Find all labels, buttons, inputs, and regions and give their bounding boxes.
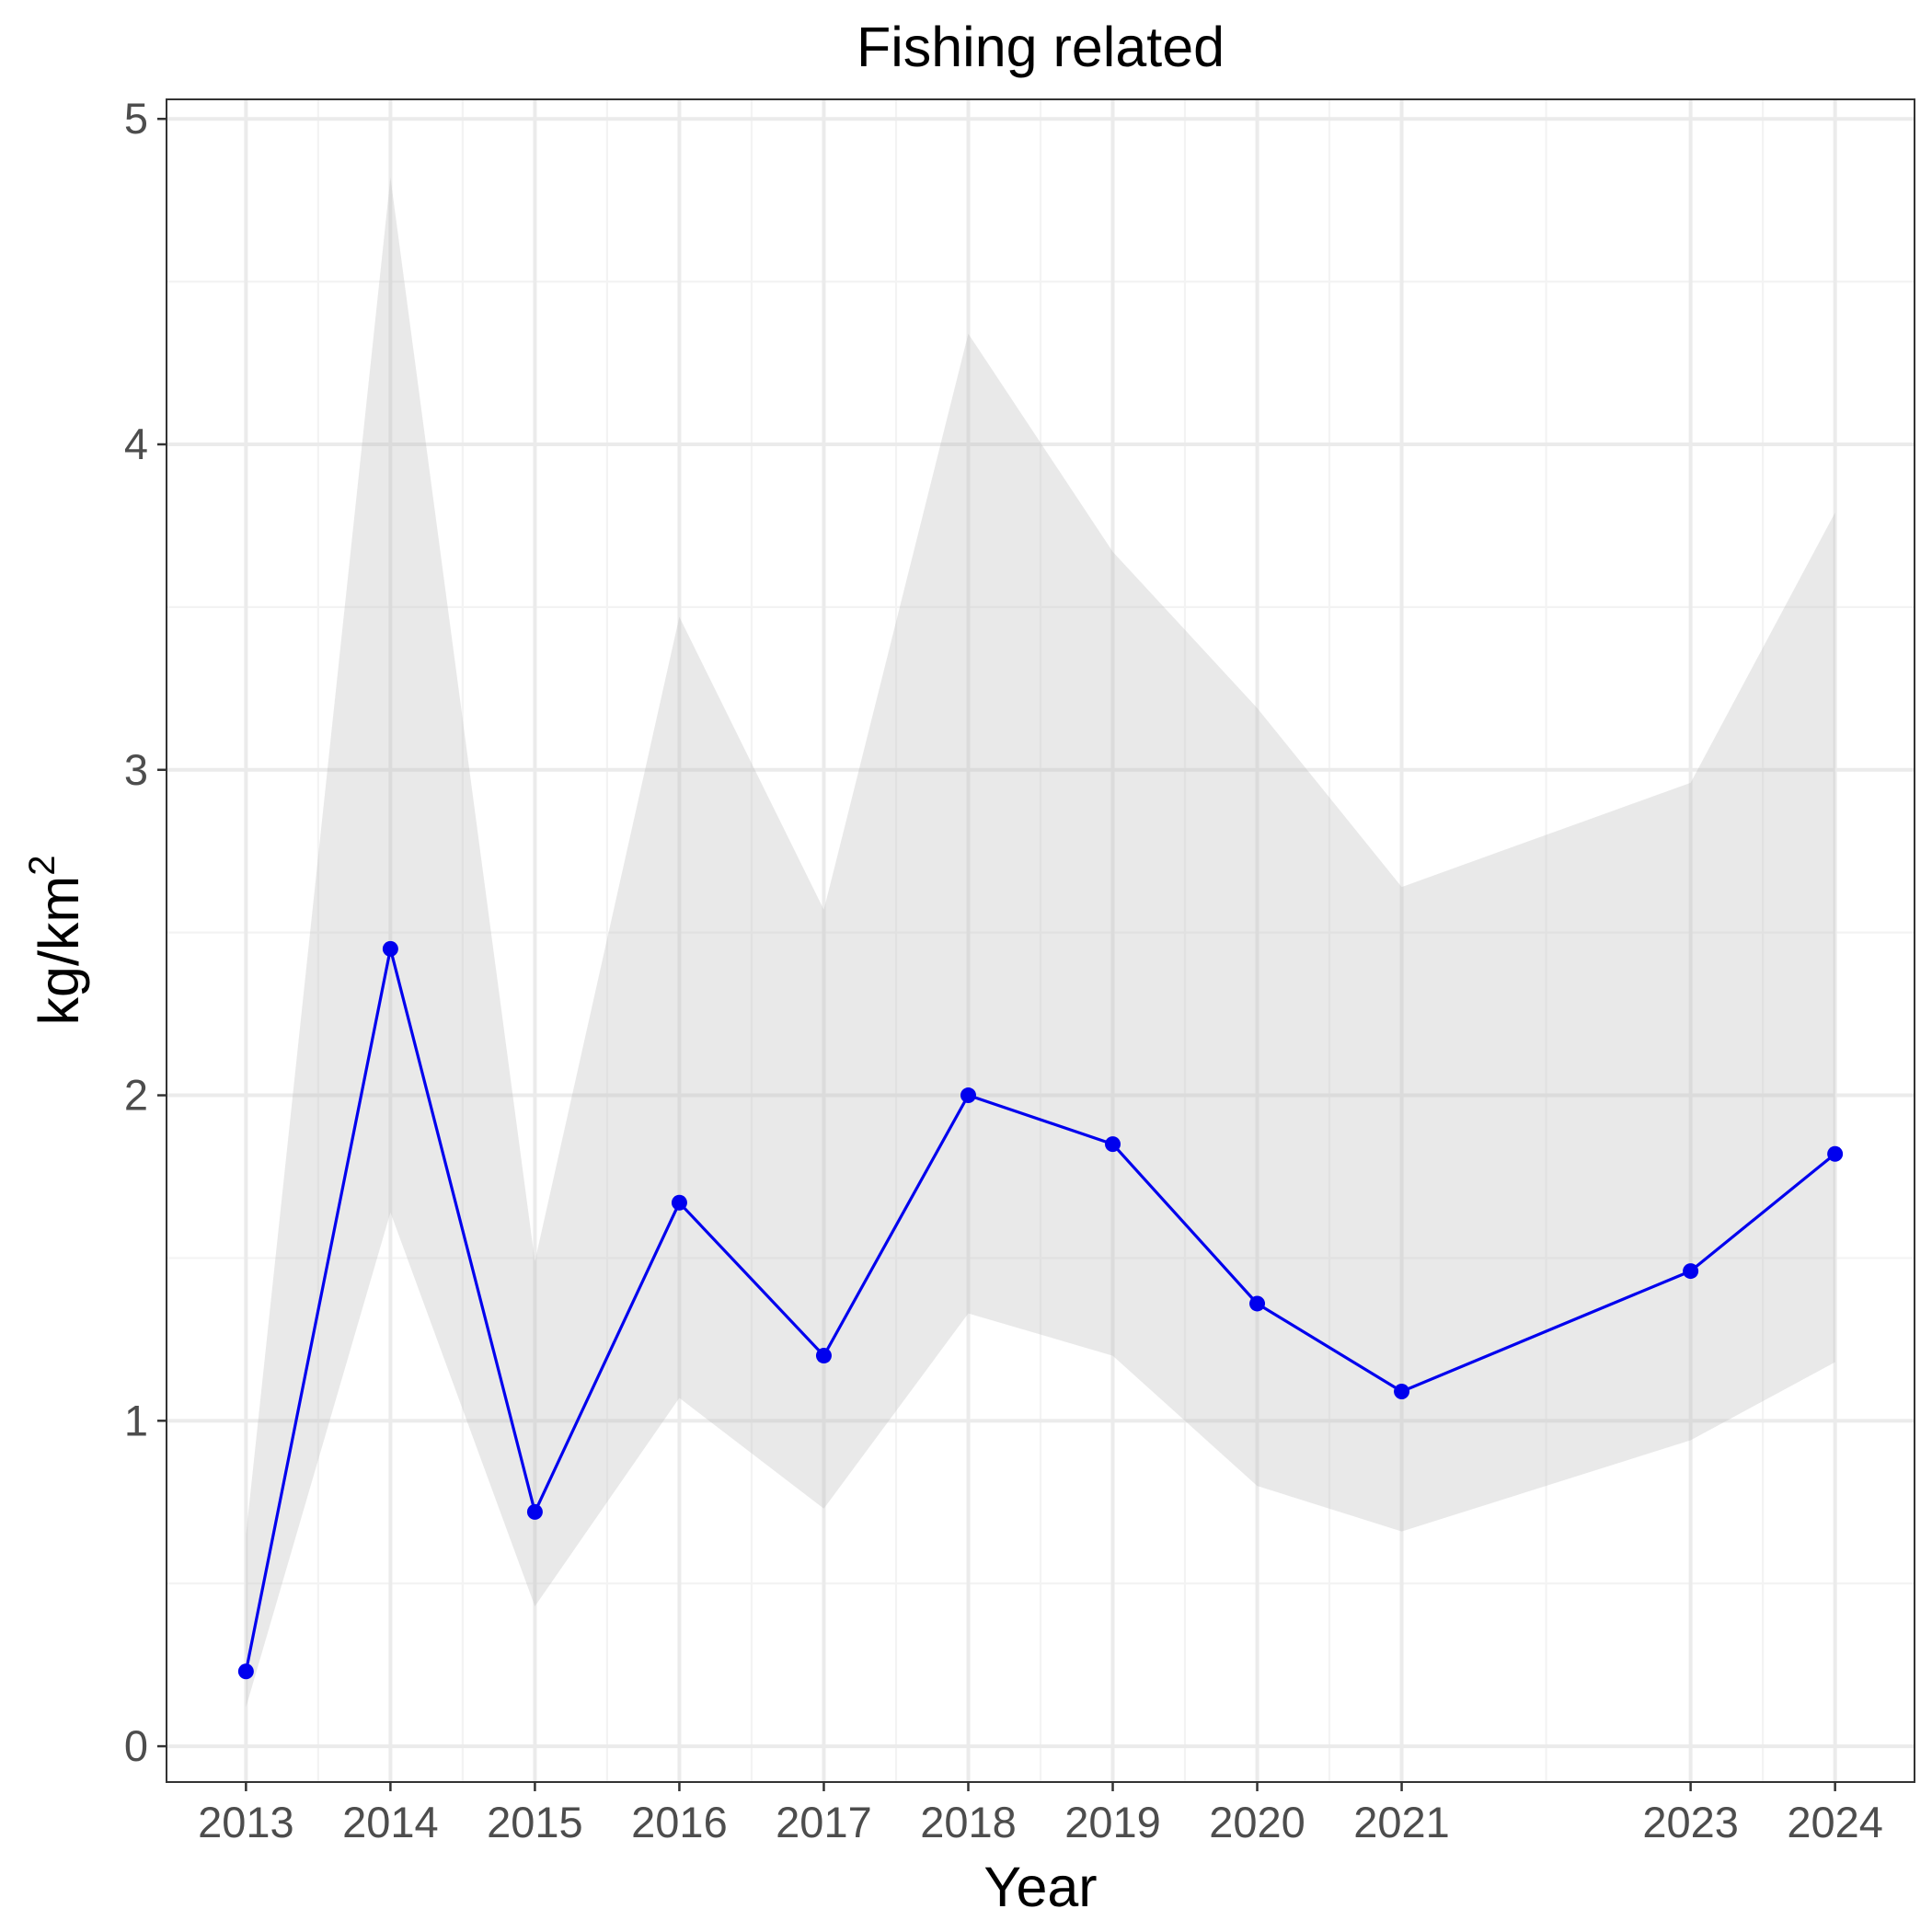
panel-border [166,98,1915,1783]
x-tick-label: 2019 [1064,1798,1161,1846]
y-axis-title: kg/km2 [22,856,90,1026]
data-point [671,1194,687,1211]
data-point [1394,1383,1410,1399]
data-point [526,1503,543,1520]
x-tick-label: 2024 [1787,1798,1883,1846]
data-point [1827,1145,1844,1162]
data-point [815,1348,832,1364]
data-point [1683,1263,1699,1280]
y-tick-label: 0 [124,1721,148,1770]
x-tick-label: 2016 [631,1798,728,1846]
y-tick-label: 5 [124,94,148,143]
x-tick-label: 2021 [1353,1798,1450,1846]
y-axis-title-base: kg/km [28,876,90,1026]
confidence-ribbon [246,177,1835,1708]
data-point [1249,1295,1266,1312]
x-tick-label: 2017 [776,1798,872,1846]
x-tick-label: 2018 [920,1798,1017,1846]
x-tick-label: 2023 [1642,1798,1739,1846]
x-tick-label: 2015 [487,1798,583,1846]
x-axis-title: Year [983,1856,1097,1918]
y-tick-label: 1 [124,1396,148,1444]
y-tick-label: 2 [124,1071,148,1120]
y-tick-label: 4 [124,420,148,468]
chart-title: Fishing related [857,16,1225,78]
data-point [1105,1136,1121,1153]
y-tick-label: 3 [124,745,148,794]
data-point [382,940,398,957]
plot-area: 0 1 2 3 4 5 2013 2014 2015 2016 2017 2018 2019 2020 20… [124,94,1915,1846]
data-point [237,1663,254,1680]
x-tick-label: 2020 [1209,1798,1305,1846]
data-point [960,1087,976,1104]
y-axis-title-superscript: 2 [22,856,63,876]
x-tick-label: 2013 [198,1798,294,1846]
x-tick-label: 2014 [342,1798,439,1846]
